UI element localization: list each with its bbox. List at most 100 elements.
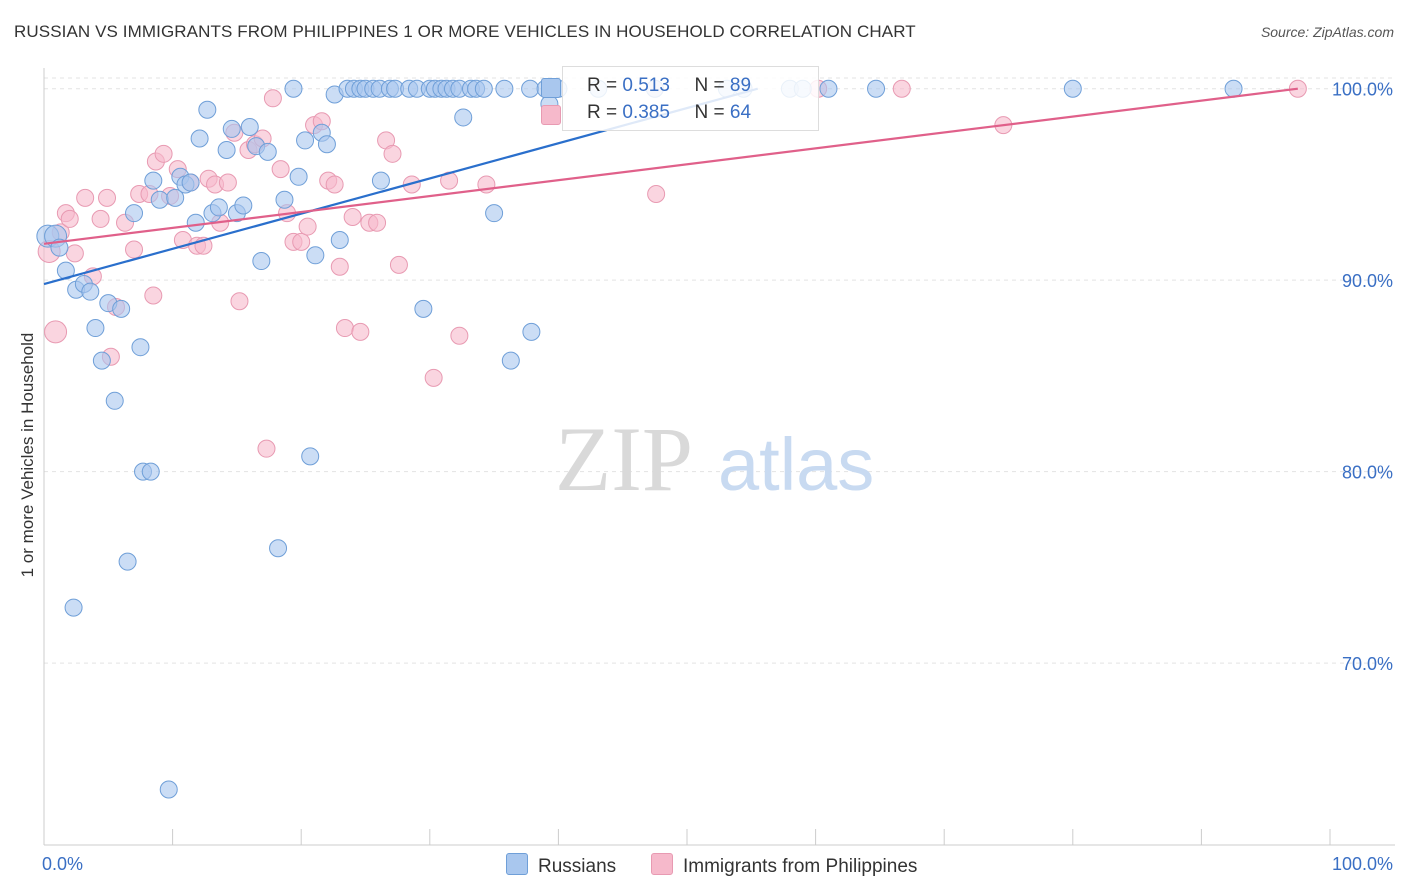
point-philippines-39 [292,232,311,251]
legend-item-russians[interactable]: Russians [506,853,616,878]
trend-line-philippines [43,87,1298,245]
point-philippines-48 [351,322,370,341]
point-philippines-13 [125,240,144,259]
point-russians-28 [209,198,228,217]
point-philippines-5 [65,244,84,263]
point-philippines-8 [91,209,110,228]
point-philippines-34 [257,439,276,458]
point-philippines-6 [76,188,95,207]
source-label: Source: ZipAtlas.com [1260,24,1394,40]
point-russians-14 [131,338,150,357]
stats-row-russians: R = 0.513 N = 89 [541,75,752,98]
point-russians-45 [317,135,336,154]
point-russians-85 [867,79,886,98]
point-russians-25 [190,129,209,148]
gridlines [44,77,1395,664]
point-russians-13 [125,204,144,223]
point-russians-16 [141,462,160,481]
point-philippines-45 [330,257,349,276]
point-philippines-16 [144,286,163,305]
point-russians-37 [269,539,288,558]
point-russians-42 [301,447,320,466]
legend-philippines-label: Immigrants from Philippines [683,856,918,877]
point-russians-74 [522,322,541,341]
point-philippines-52 [383,144,402,163]
point-philippines-36 [271,160,290,179]
stats-legend: R = 0.513 N = 89 R = 0.385 N = 64 [541,66,819,131]
point-philippines-53 [389,255,408,274]
point-russians-84 [819,79,838,98]
point-philippines-46 [335,319,354,338]
point-russians-41 [296,131,315,150]
point-russians-26 [198,100,217,119]
y-tick-label-100: 100.0% [1332,80,1393,100]
point-russians-59 [414,299,433,318]
point-russians-87 [1224,79,1243,98]
point-russians-54 [371,171,390,190]
philippines-n-value: 64 [729,102,752,123]
point-russians-8 [92,351,111,370]
point-philippines-47 [343,208,362,226]
legend-philippines-swatch [651,853,673,875]
point-russians-36 [258,142,277,161]
russians-n-value: 89 [729,75,752,96]
point-philippines-55 [424,368,443,387]
russians-r-value: 0.513 [622,75,670,96]
watermark: ZIP atlas [555,408,874,510]
point-russians-33 [240,118,259,137]
point-russians-23 [181,173,200,192]
point-russians-24 [186,213,205,232]
y-tick-label-70: 70.0% [1342,654,1393,674]
point-russians-7 [86,319,105,338]
point-russians-10 [105,391,124,410]
point-russians-40 [289,167,308,186]
point-philippines-40 [298,217,317,236]
philippines-r-label: R = [587,102,618,123]
point-philippines-1 [44,320,68,344]
point-philippines-4 [60,209,79,228]
point-russians-35 [252,252,271,271]
philippines-n-label: N = [694,102,725,123]
point-russians-17 [144,171,163,190]
philippines-swatch [541,105,561,125]
y-tick-label-80: 80.0% [1342,463,1393,483]
point-russians-47 [330,230,349,249]
stats-row-philippines: R = 0.385 N = 64 [541,102,752,125]
legend-russians-label: Russians [538,856,617,877]
tick-labels: 70.0% 80.0% 90.0% 100.0% 0.0% 100.0% [42,80,1393,874]
point-philippines-60 [647,185,666,204]
axes [43,68,1395,846]
point-russians-20 [166,188,185,207]
watermark-atlas: atlas [718,423,874,506]
x-tick-label-0: 0.0% [42,854,83,874]
russians-swatch [541,78,561,98]
point-russians-29 [217,140,236,159]
watermark-zip: ZIP [555,408,693,510]
legend-item-philippines[interactable]: Immigrants from Philippines [651,853,917,878]
point-russians-11 [112,299,131,318]
chart-title: RUSSIAN VS IMMIGRANTS FROM PHILIPPINES 1… [14,22,916,41]
point-russians-18 [150,190,169,209]
point-russians-39 [284,79,303,98]
point-russians-6 [81,282,100,301]
point-russians-66 [454,108,473,127]
point-philippines-9 [98,188,117,207]
y-tick-label-90: 90.0% [1342,271,1393,291]
point-russians-69 [474,79,493,98]
point-philippines-57 [450,326,469,345]
point-philippines-62 [892,79,911,98]
point-russians-38 [275,190,294,209]
point-russians-86 [1063,79,1082,98]
point-philippines-28 [218,173,237,192]
russians-n-label: N = [694,75,725,96]
point-russians-88 [64,598,83,617]
point-russians-12 [118,552,137,571]
point-philippines-50 [368,213,387,232]
legend-russians-swatch [506,853,528,875]
point-russians-19 [159,780,178,799]
point-philippines-30 [230,292,249,311]
point-philippines-44 [325,175,344,194]
point-russians-71 [495,79,514,98]
philippines-r-value: 0.385 [622,102,670,123]
point-philippines-35 [263,89,282,108]
